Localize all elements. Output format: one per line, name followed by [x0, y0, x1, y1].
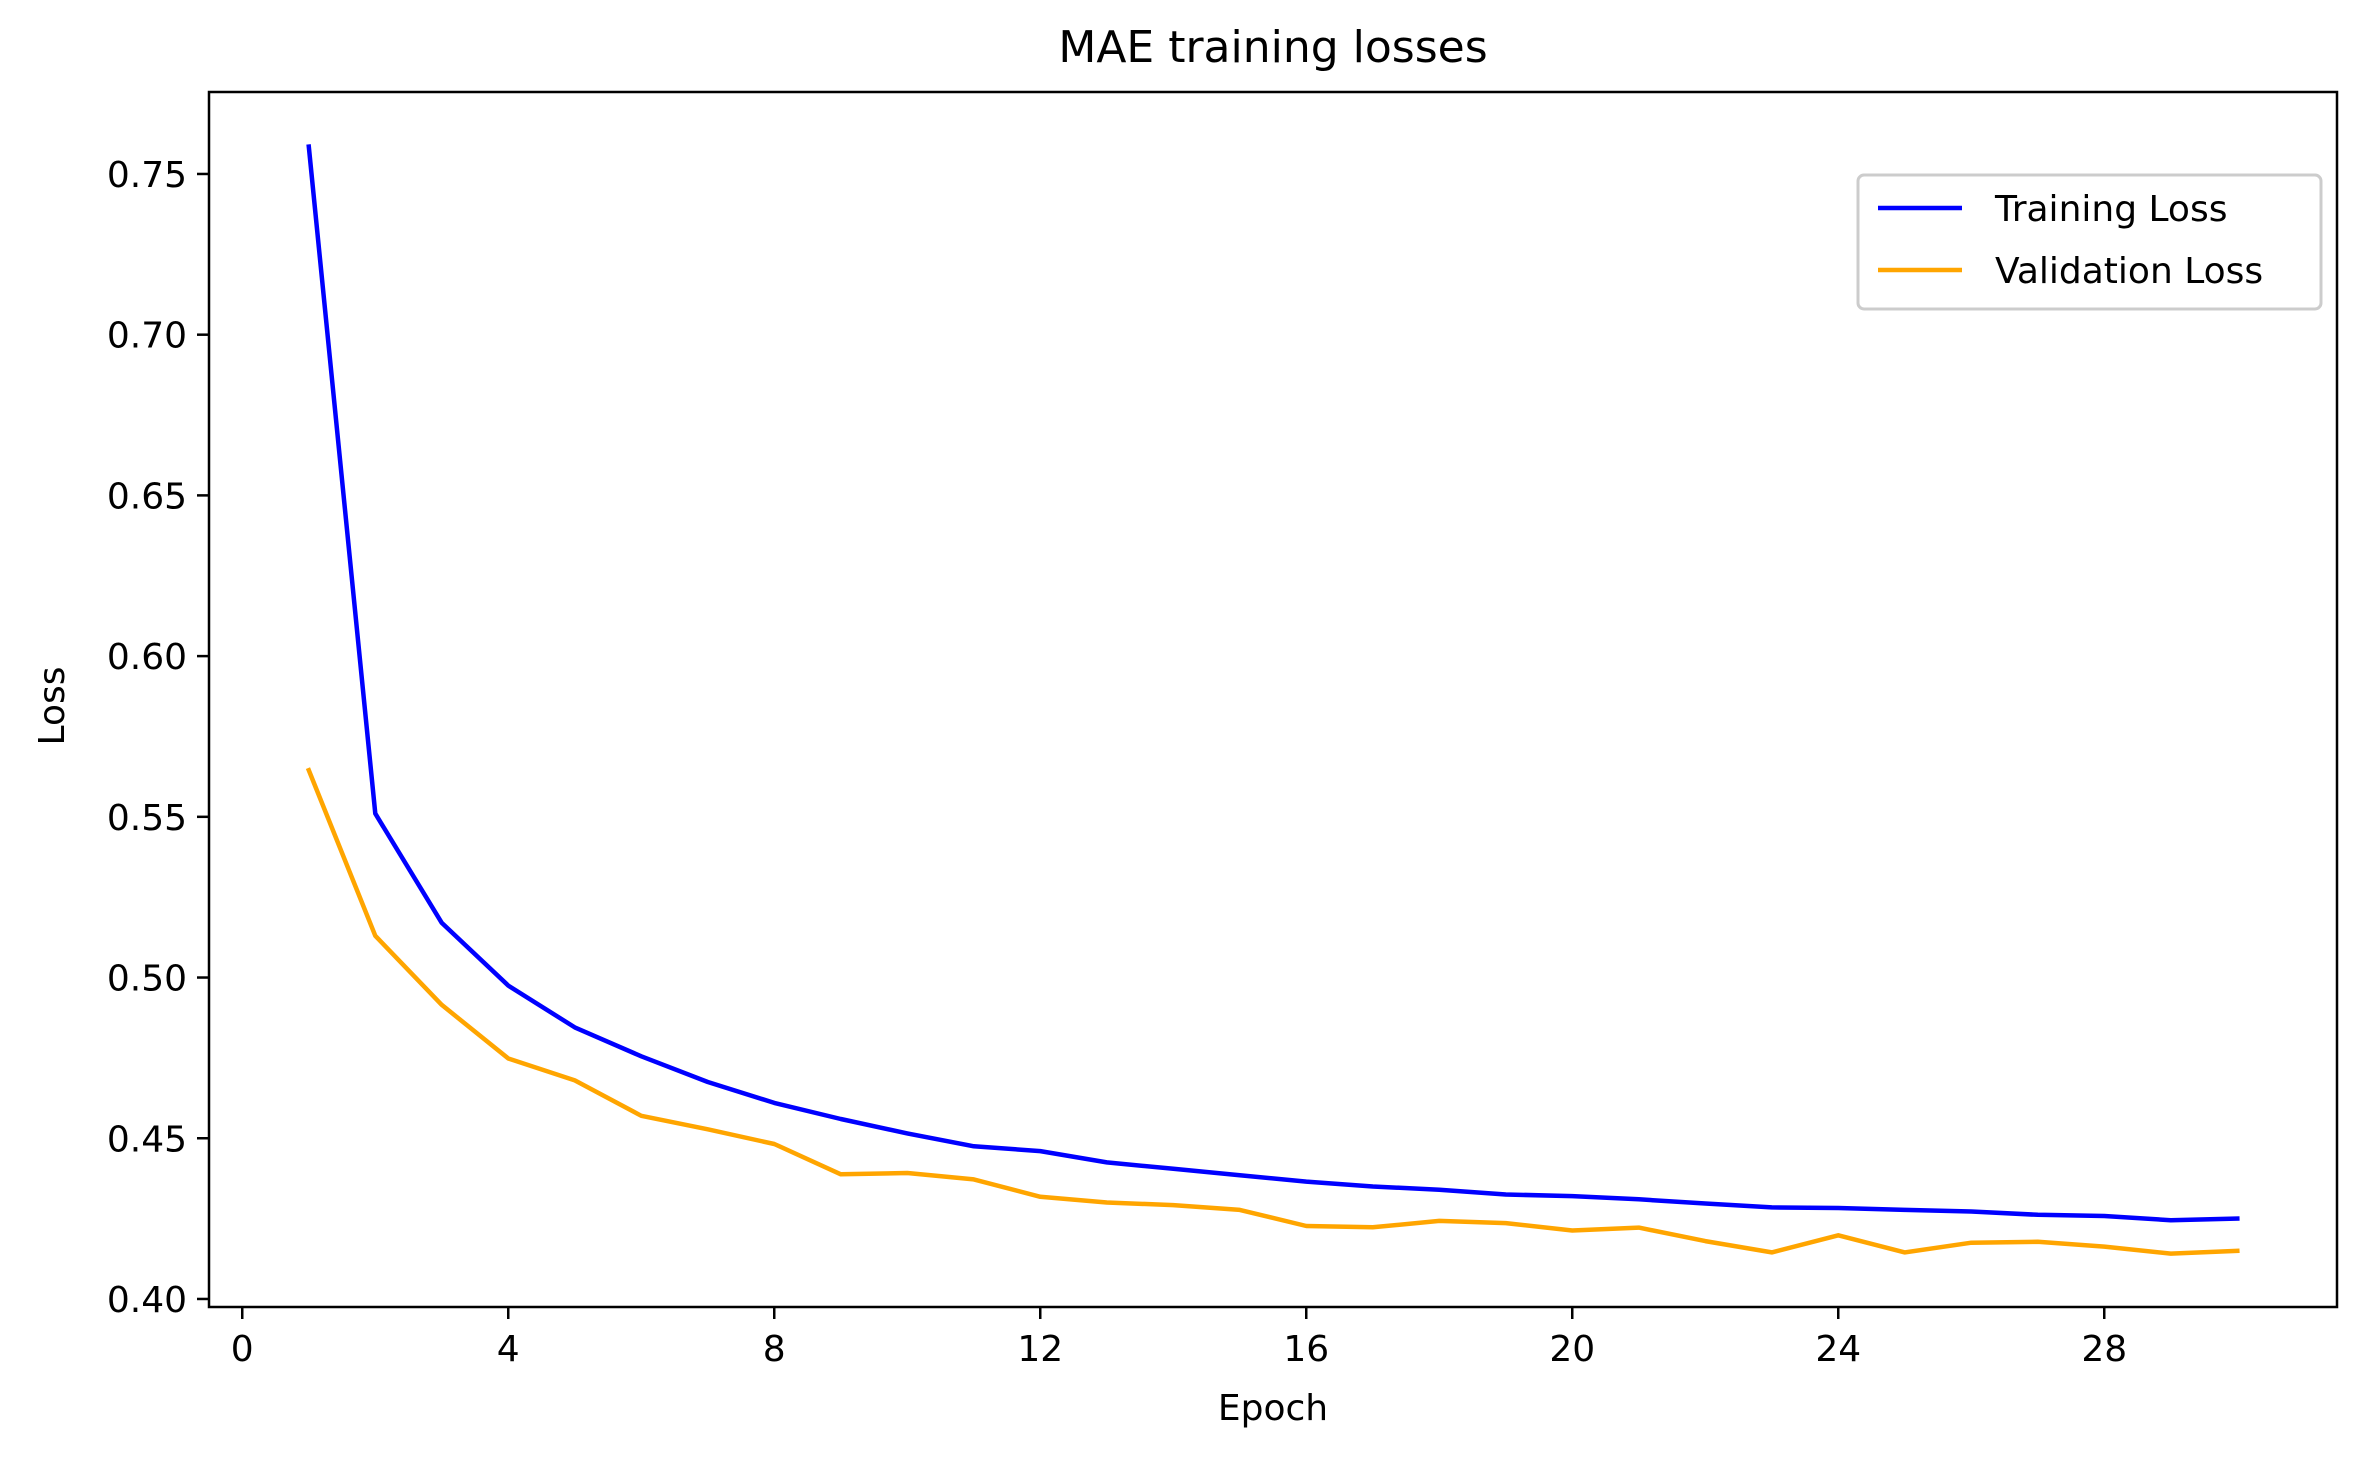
axes-frame [207, 90, 2339, 1309]
x-tick-label: 28 [2081, 1329, 2127, 1370]
x-tick-label: 8 [763, 1329, 786, 1370]
x-axis-label: Epoch [1218, 1388, 1328, 1429]
chart-title: MAE training losses [1058, 22, 1487, 73]
x-tick-label: 24 [1815, 1329, 1861, 1370]
y-tick-label: 0.45 [107, 1119, 187, 1160]
legend-box [1856, 173, 2323, 311]
series-line-validation-loss [305, 767, 2240, 1256]
x-tick-label: 20 [1549, 1329, 1595, 1370]
y-axis-label: Loss [32, 667, 73, 746]
y-tick-label: 0.40 [107, 1280, 187, 1321]
x-tick-label: 16 [1283, 1329, 1329, 1370]
y-tick-label: 0.65 [107, 476, 187, 517]
series-line-training-loss [306, 144, 2240, 1223]
legend: Training Loss Validation Loss [1856, 173, 2323, 311]
y-tick-label: 0.60 [107, 637, 187, 678]
y-tick-label: 0.55 [107, 798, 187, 839]
x-tick-label: 12 [1017, 1329, 1063, 1370]
legend-label-training-loss: Training Loss [1994, 189, 2227, 230]
plot-area: 0 4 8 12 16 20 24 28 0.40 0.45 0.50 0.55 0.60 0.65 0.7… [107, 90, 2339, 1370]
x-tick-label: 0 [231, 1329, 254, 1370]
y-tick-label: 0.70 [107, 316, 187, 357]
legend-label-validation-loss: Validation Loss [1995, 251, 2263, 292]
x-tick-label: 4 [497, 1329, 520, 1370]
y-tick-label: 0.50 [107, 959, 187, 1000]
y-tick-label: 0.75 [107, 155, 187, 196]
